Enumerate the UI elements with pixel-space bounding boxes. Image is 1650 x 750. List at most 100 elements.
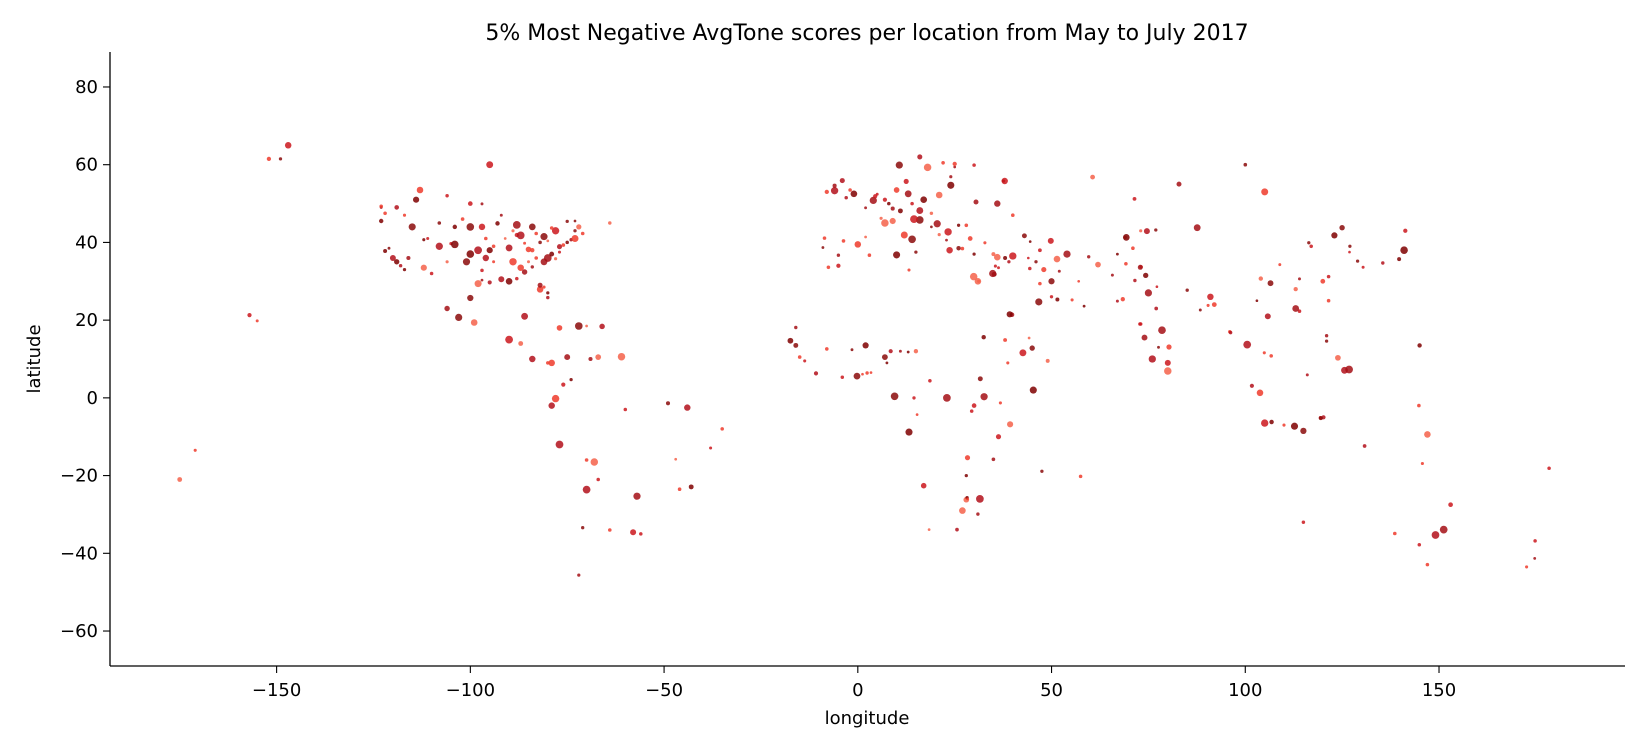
data-point bbox=[1164, 367, 1172, 375]
data-point bbox=[503, 237, 507, 240]
data-point bbox=[521, 269, 528, 275]
data-point bbox=[402, 267, 407, 272]
data-point bbox=[546, 295, 550, 300]
data-point bbox=[1038, 281, 1042, 286]
data-point bbox=[590, 458, 599, 466]
data-point bbox=[869, 196, 877, 205]
data-point bbox=[548, 402, 555, 409]
data-point bbox=[825, 347, 829, 351]
data-point bbox=[1138, 322, 1142, 326]
data-point bbox=[1228, 330, 1233, 335]
data-point bbox=[1355, 259, 1360, 263]
data-point bbox=[1417, 343, 1422, 348]
data-point bbox=[917, 154, 923, 160]
data-point bbox=[1176, 181, 1182, 187]
data-point bbox=[1345, 365, 1353, 374]
data-point bbox=[1078, 474, 1083, 479]
data-point bbox=[1137, 264, 1143, 270]
data-point bbox=[573, 219, 577, 223]
data-point bbox=[1243, 340, 1252, 349]
data-point bbox=[565, 240, 569, 245]
data-point bbox=[850, 348, 854, 352]
data-point bbox=[1131, 246, 1135, 250]
data-point bbox=[1533, 557, 1537, 560]
data-point bbox=[1261, 419, 1269, 427]
data-point bbox=[517, 264, 524, 271]
data-point bbox=[1001, 177, 1008, 185]
data-point bbox=[861, 372, 864, 376]
data-point bbox=[1193, 224, 1201, 232]
x-tick-label: 50 bbox=[1040, 680, 1063, 701]
data-point bbox=[920, 196, 928, 204]
data-point bbox=[466, 250, 475, 258]
x-axis-label: longitude bbox=[825, 708, 910, 729]
data-point bbox=[445, 194, 449, 198]
data-point bbox=[890, 392, 899, 401]
data-point bbox=[1120, 297, 1125, 302]
data-point bbox=[1324, 334, 1329, 338]
data-point bbox=[1090, 174, 1095, 180]
data-point bbox=[429, 271, 434, 276]
data-point bbox=[941, 161, 945, 165]
data-point bbox=[995, 434, 1002, 440]
data-point bbox=[928, 379, 932, 383]
data-point bbox=[536, 286, 544, 293]
data-point bbox=[549, 251, 555, 257]
data-point bbox=[623, 407, 628, 412]
data-point bbox=[639, 532, 643, 536]
data-point bbox=[1027, 336, 1031, 340]
data-point bbox=[1132, 197, 1137, 201]
data-point bbox=[923, 163, 932, 172]
data-point bbox=[1448, 502, 1453, 508]
data-point bbox=[1301, 520, 1306, 524]
data-point bbox=[518, 341, 524, 346]
data-point bbox=[608, 528, 612, 532]
data-point bbox=[1124, 262, 1128, 266]
data-point bbox=[266, 156, 272, 162]
data-point bbox=[1045, 358, 1050, 363]
data-point bbox=[1439, 525, 1448, 534]
data-point bbox=[1003, 256, 1008, 260]
data-point bbox=[389, 255, 396, 261]
data-point bbox=[1122, 234, 1130, 241]
data-point bbox=[1424, 431, 1431, 438]
data-point bbox=[530, 265, 534, 269]
data-point bbox=[1115, 299, 1119, 303]
data-point bbox=[487, 280, 492, 285]
data-point bbox=[1034, 260, 1038, 264]
data-point bbox=[480, 278, 484, 282]
data-point bbox=[516, 231, 525, 240]
data-point bbox=[907, 268, 911, 272]
data-point bbox=[1267, 280, 1274, 287]
data-point bbox=[813, 371, 819, 376]
data-point bbox=[969, 409, 974, 413]
data-point bbox=[1009, 252, 1017, 260]
data-point bbox=[915, 413, 919, 416]
data-point bbox=[416, 186, 424, 194]
data-point bbox=[1293, 286, 1298, 292]
data-point bbox=[451, 240, 459, 249]
data-point bbox=[1207, 293, 1214, 301]
data-point bbox=[1320, 278, 1326, 284]
y-tick-label: 80 bbox=[75, 77, 98, 98]
data-point bbox=[1397, 257, 1402, 262]
data-point bbox=[1324, 339, 1329, 343]
x-tick-label: 100 bbox=[1228, 680, 1262, 701]
data-point bbox=[599, 323, 605, 330]
data-point bbox=[1339, 225, 1345, 231]
data-point bbox=[617, 352, 626, 361]
data-point bbox=[959, 507, 966, 514]
data-point bbox=[484, 236, 488, 241]
data-point bbox=[897, 208, 903, 214]
data-point bbox=[466, 223, 475, 231]
y-tick-label: 20 bbox=[75, 310, 98, 331]
data-point bbox=[1110, 273, 1114, 277]
data-point bbox=[565, 219, 569, 224]
data-point bbox=[1206, 303, 1210, 307]
data-point bbox=[865, 371, 869, 375]
data-point bbox=[906, 350, 910, 354]
data-point bbox=[383, 249, 388, 253]
data-point bbox=[989, 269, 997, 278]
data-point bbox=[983, 241, 987, 245]
data-point bbox=[582, 485, 591, 494]
